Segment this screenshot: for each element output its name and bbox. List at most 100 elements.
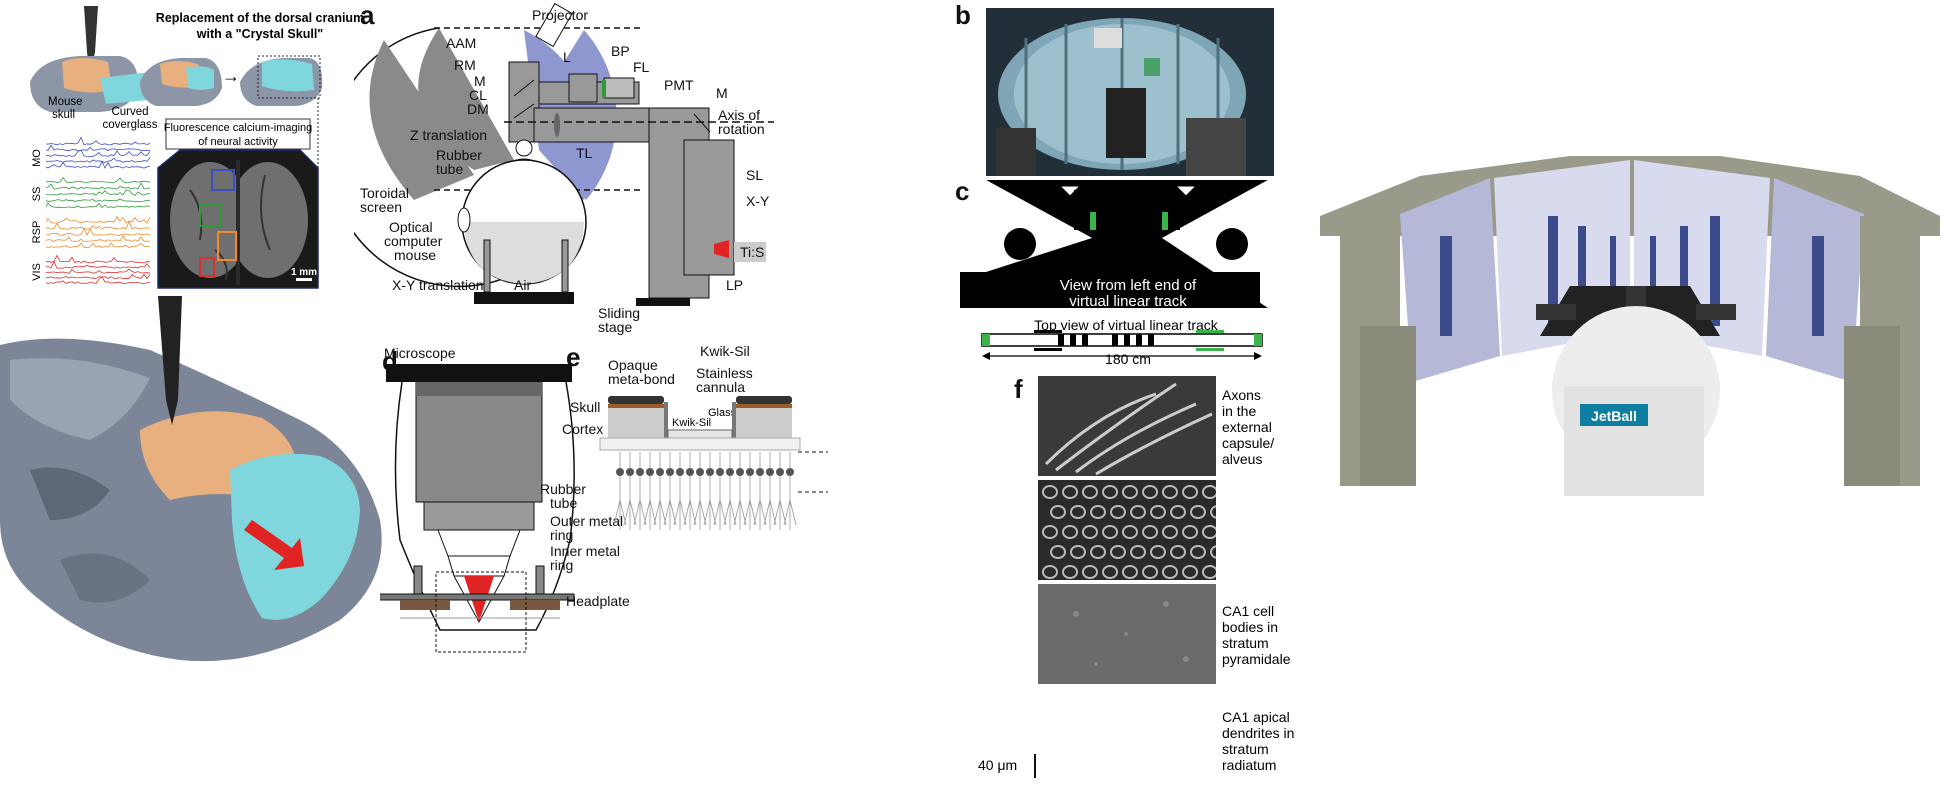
label-xy-translation: X-Y translation <box>392 277 484 293</box>
label-xy: X-Y <box>746 193 770 209</box>
caption-cells-4: pyramidale <box>1222 651 1291 667</box>
neuron-dendrite <box>743 452 757 530</box>
cell-body <box>1082 565 1098 579</box>
cell-body <box>1190 545 1206 559</box>
caption-cells-3: stratum <box>1222 635 1269 651</box>
label-headplate: Headplate <box>566 593 630 609</box>
imaging-label: Fluorescence calcium-imaging <box>164 122 313 134</box>
calcium-trace <box>45 202 151 209</box>
label-bp: BP <box>611 43 630 59</box>
calcium-trace <box>45 177 151 184</box>
coverglass-label-2: coverglass <box>103 119 158 131</box>
neuron-dendrite <box>643 452 657 530</box>
neuron-soma <box>626 468 634 476</box>
label-rubber-tube-d: Rubber <box>540 481 586 497</box>
cranial-window-schematic <box>599 396 801 530</box>
cell-body <box>1130 505 1146 519</box>
cell-body <box>1162 485 1178 499</box>
label-toroidal-screen: Toroidal <box>360 185 409 201</box>
coverglass-label: Curved <box>111 106 148 118</box>
label-scale-40um: 40 μm <box>978 757 1017 773</box>
neuron-soma <box>616 468 624 476</box>
caption-axons-3: external <box>1222 419 1272 435</box>
cell-body <box>1122 525 1138 539</box>
cell-body <box>1042 525 1058 539</box>
label-tl: TL <box>576 145 593 161</box>
cell-body <box>1142 565 1158 579</box>
neuron-soma <box>786 468 794 476</box>
label-opaque: Opaque <box>608 357 658 373</box>
cell-body <box>1182 525 1198 539</box>
label-stainless-2: cannula <box>696 379 745 395</box>
caption-dendrites-3: stratum <box>1222 741 1269 757</box>
label-rubber-tube-2: tube <box>436 161 463 177</box>
cell-body <box>1142 525 1158 539</box>
trace-label-vis: VIS <box>31 263 43 281</box>
caption-axons-2: in the <box>1222 403 1256 419</box>
cell-body <box>1102 565 1118 579</box>
neuron-soma <box>676 468 684 476</box>
skull-step-1 <box>30 56 154 112</box>
calcium-trace <box>45 215 151 224</box>
label-optical-mouse: Optical <box>389 219 433 235</box>
calcium-trace <box>45 260 151 269</box>
caption-dendrites-2: dendrites in <box>1222 725 1294 741</box>
caption-dendrites-4: radiatum <box>1222 757 1276 773</box>
calcium-traces <box>45 136 151 285</box>
label-cl: CL <box>469 87 487 103</box>
calcium-image: 1 mm <box>157 98 319 289</box>
neuron-dendrite <box>723 452 737 530</box>
neuron-soma <box>696 468 704 476</box>
caption-dendrites-1: CA1 apical <box>1222 709 1290 725</box>
label-sl: SL <box>746 167 763 183</box>
label-optical-mouse-3: mouse <box>394 247 436 263</box>
mouse-skull-label: Mouse <box>48 96 83 108</box>
panel-b-letter: b <box>955 0 971 30</box>
virtual-reality-dome-photo <box>986 8 1274 176</box>
label-optical-mouse-2: computer <box>384 233 443 249</box>
cell-body <box>1190 505 1206 519</box>
cell-body <box>1170 545 1186 559</box>
calcium-trace <box>46 157 151 163</box>
top-view-label: Top view of virtual linear track <box>1034 317 1219 333</box>
calcium-trace <box>45 254 151 264</box>
cell-body <box>1110 505 1126 519</box>
caption-cells-1: CA1 cell <box>1222 603 1274 619</box>
calcium-trace <box>45 149 151 158</box>
crystal-skull-subtitle: with a "Crystal Skull" <box>196 27 324 41</box>
neuron-dendrite <box>663 452 677 530</box>
panel-b: b <box>950 0 1030 30</box>
skull-step-3 <box>240 55 323 106</box>
label-stainless: Stainless <box>696 365 753 381</box>
calcium-trace <box>45 198 150 202</box>
cell-body <box>1070 505 1086 519</box>
panel-a: a Projector <box>328 0 786 340</box>
virtual-track-top-view <box>981 330 1263 360</box>
label-inner-ring: Inner metal <box>550 543 620 559</box>
panel-f-letter: f <box>1014 374 1023 404</box>
neuron-dendrite <box>733 452 747 530</box>
calcium-trace <box>45 182 151 190</box>
track-view-caption: View from left end of <box>1060 277 1197 294</box>
cell-body <box>1130 545 1146 559</box>
caption-axons-4: capsule/ <box>1222 435 1274 451</box>
label-axis-2: rotation <box>718 121 765 137</box>
imaging-probe-large <box>158 296 182 425</box>
caption-axons-1: Axons <box>1222 387 1261 403</box>
cell-body <box>1042 485 1058 499</box>
panel-f-images <box>1036 374 1226 784</box>
cell-body <box>1042 565 1058 579</box>
label-z-translation: Z translation <box>410 127 487 143</box>
virtual-track-view <box>960 180 1268 308</box>
neuron-soma <box>636 468 644 476</box>
calcium-trace <box>45 220 151 230</box>
label-sliding-stage: Sliding <box>598 305 640 321</box>
calcium-trace <box>45 273 151 280</box>
neuron-dendrite <box>703 452 717 530</box>
neuron-dendrite <box>763 452 777 530</box>
panel-c: c View from l <box>950 176 1270 367</box>
neuron-soma <box>756 468 764 476</box>
neuron-soma <box>736 468 744 476</box>
label-sliding-stage-2: stage <box>598 319 632 335</box>
trace-label-rsp: RSP <box>31 221 43 244</box>
